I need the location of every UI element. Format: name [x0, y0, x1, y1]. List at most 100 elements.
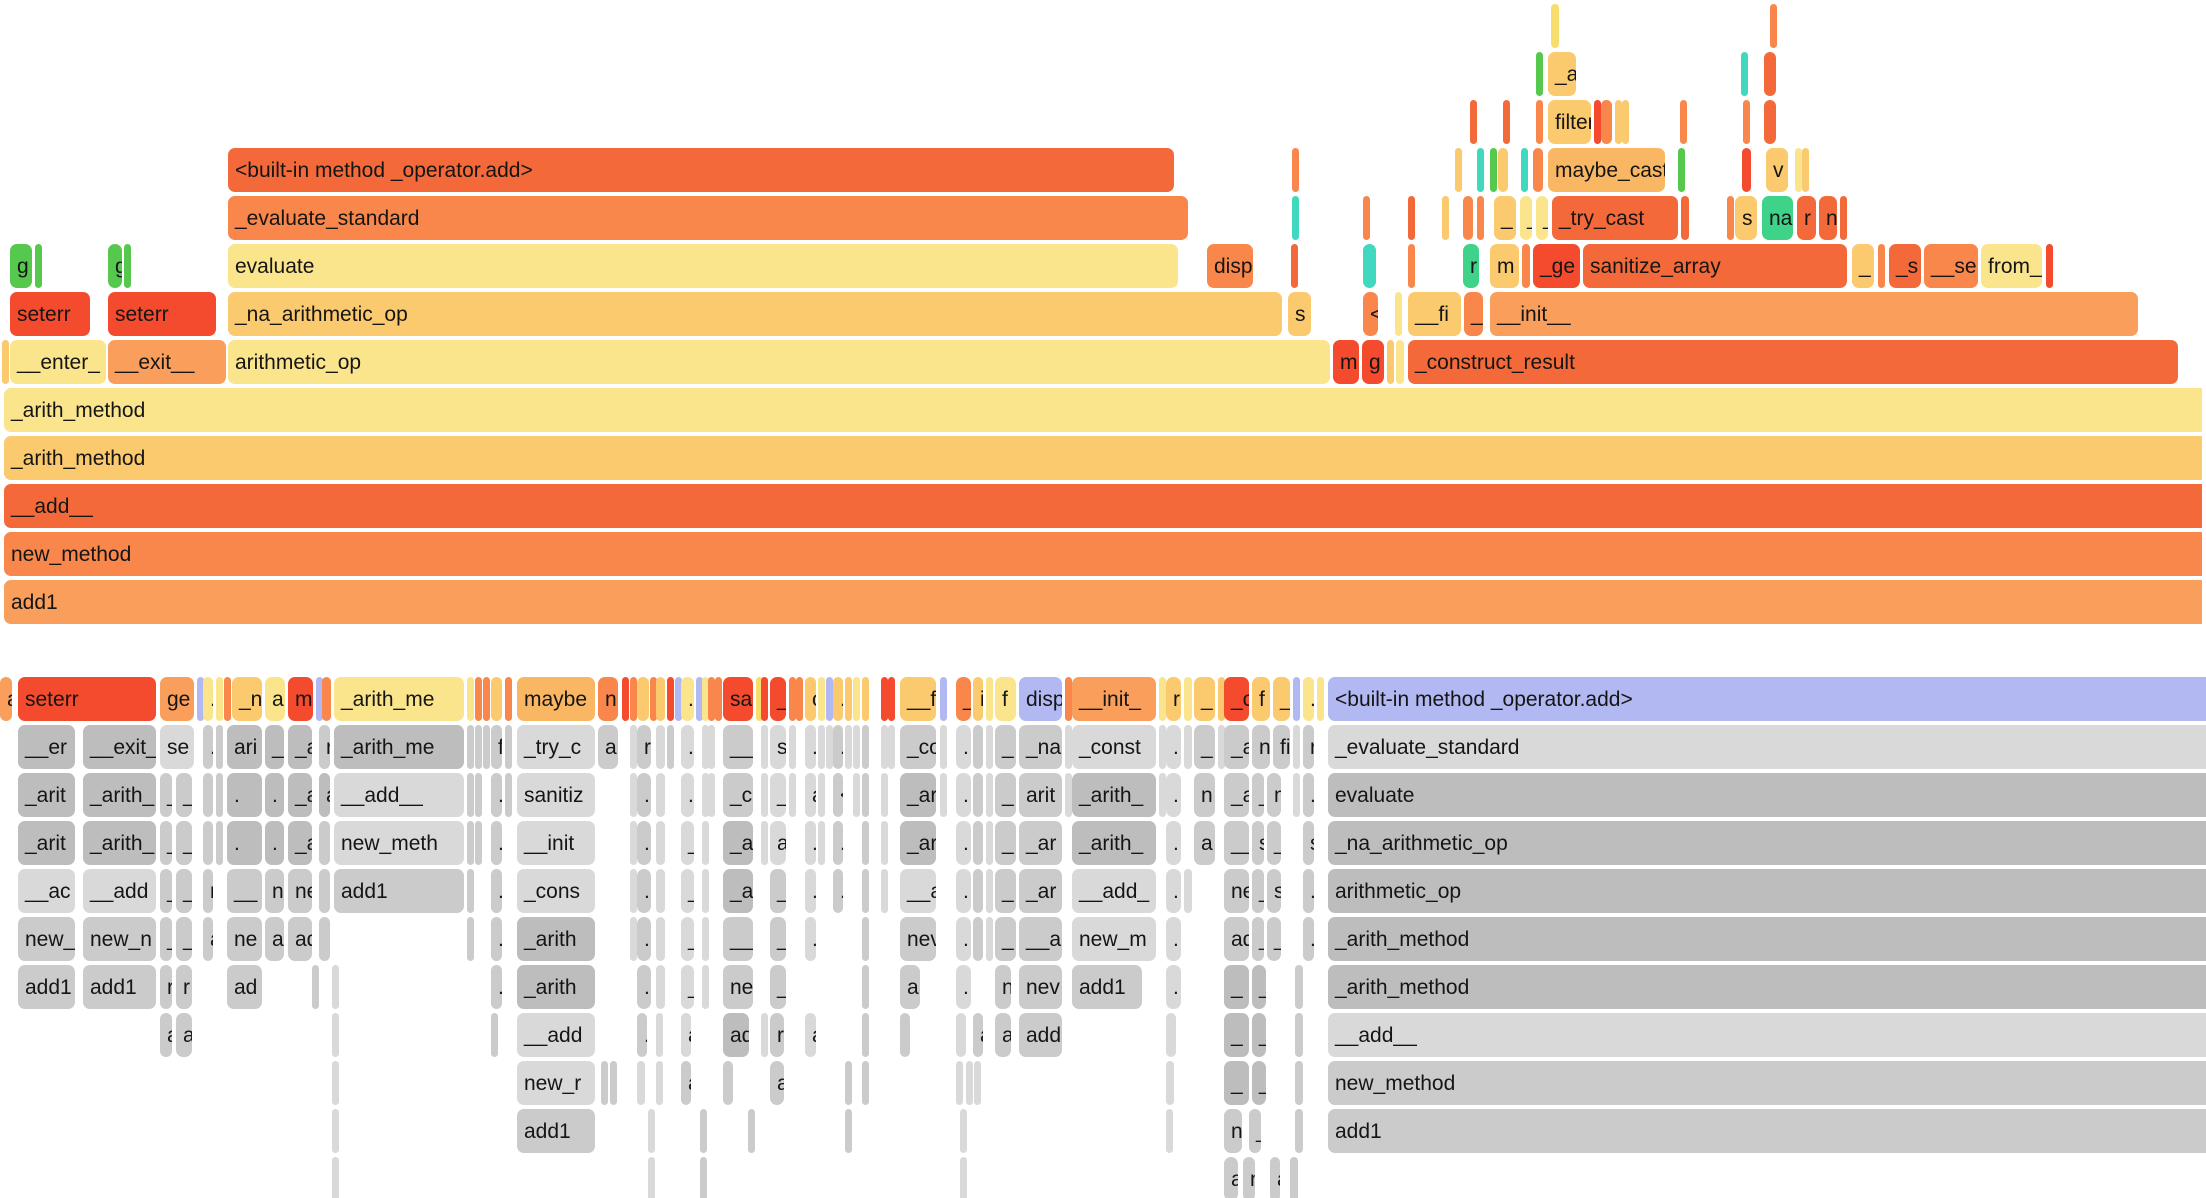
frame-bar-blank[interactable]: .	[862, 677, 869, 721]
frame-bar-arithmetic_op[interactable]: arithmetic_op	[228, 340, 1330, 384]
frame-sliver[interactable]	[702, 677, 709, 721]
frame-sliver[interactable]	[656, 677, 665, 721]
frame-bar-__add__[interactable]: __add__	[1328, 1013, 2206, 1057]
frame-bar-f[interactable]: f	[995, 677, 1016, 721]
frame-sliver[interactable]	[1551, 4, 1559, 48]
frame-bar-add1[interactable]: add1	[1072, 965, 1142, 1009]
frame-bar-_[interactable]: _	[1252, 965, 1266, 1009]
frame-sliver[interactable]	[986, 917, 993, 961]
frame-sliver[interactable]	[467, 677, 474, 721]
frame-bar-blank[interactable]: .	[956, 773, 971, 817]
frame-bar-_[interactable]: _	[1252, 1013, 1266, 1057]
frame-bar-a[interactable]: a	[995, 1013, 1011, 1057]
frame-sliver[interactable]	[826, 677, 833, 721]
frame-sliver[interactable]	[1764, 52, 1776, 96]
frame-sliver[interactable]	[1184, 725, 1192, 769]
frame-bar-n[interactable]: n	[1243, 1157, 1255, 1198]
frame-sliver[interactable]	[1455, 148, 1462, 192]
frame-bar-_[interactable]: _	[770, 965, 786, 1009]
frame-sliver[interactable]	[1166, 1109, 1173, 1153]
frame-bar-ad[interactable]: ad	[1224, 917, 1249, 961]
frame-bar-__init[interactable]: __init	[517, 821, 595, 865]
frame-sliver[interactable]	[601, 1061, 608, 1105]
frame-sliver[interactable]	[1166, 1013, 1176, 1057]
frame-bar-nev[interactable]: nev	[900, 917, 936, 961]
frame-sliver[interactable]	[708, 773, 715, 817]
frame-sliver[interactable]	[319, 869, 330, 913]
frame-sliver[interactable]	[702, 821, 709, 865]
frame-sliver[interactable]	[986, 677, 993, 721]
frame-sliver[interactable]	[973, 821, 983, 865]
frame-sliver[interactable]	[467, 869, 474, 913]
frame-bar-maybe[interactable]: maybe	[517, 677, 595, 721]
frame-bar-blank[interactable]: .	[637, 917, 651, 961]
frame-bar-_c[interactable]: _c	[723, 773, 753, 817]
frame-sliver[interactable]	[700, 1109, 707, 1153]
frame-sliver[interactable]	[862, 1013, 869, 1057]
frame-sliver[interactable]	[1218, 725, 1225, 769]
frame-sliver[interactable]	[756, 677, 763, 721]
frame-sliver[interactable]	[1184, 869, 1192, 913]
frame-bar-blank[interactable]: .	[833, 821, 843, 865]
frame-sliver[interactable]	[630, 677, 637, 721]
frame-bar-blank[interactable]: .	[637, 773, 651, 817]
frame-bar-g[interactable]: g	[108, 244, 122, 288]
frame-bar-_[interactable]: _	[1536, 196, 1548, 240]
frame-sliver[interactable]	[723, 1061, 733, 1105]
frame-bar-__ac[interactable]: __ac	[18, 869, 75, 913]
frame-bar-_[interactable]: _	[702, 725, 709, 769]
frame-bar-blank[interactable]: .	[862, 773, 869, 817]
frame-sliver[interactable]	[1742, 148, 1751, 192]
frame-bar-_ge[interactable]: _ge	[1533, 244, 1580, 288]
frame-bar-_[interactable]: _	[770, 869, 786, 913]
frame-bar-blank[interactable]: .	[1303, 869, 1314, 913]
frame-bar-_[interactable]: _	[1194, 677, 1215, 721]
frame-bar-_ar[interactable]: _ar	[900, 821, 936, 865]
frame-bar-s[interactable]: s	[1267, 869, 1281, 913]
frame-bar-_arith_method[interactable]: _arith_method	[4, 388, 2202, 432]
frame-bar-n[interactable]: n	[995, 965, 1011, 1009]
frame-bar-_evaluate_standard[interactable]: _evaluate_standard	[1328, 725, 2206, 769]
frame-bar-add1[interactable]: add1	[83, 965, 156, 1009]
frame-bar-a[interactable]: a	[176, 1013, 192, 1057]
frame-sliver[interactable]	[986, 821, 993, 865]
frame-sliver[interactable]	[1536, 100, 1543, 144]
frame-sliver[interactable]	[1764, 100, 1776, 144]
frame-bar-_[interactable]: _	[681, 917, 694, 961]
frame-bar-_a[interactable]: _a	[723, 869, 753, 913]
frame-sliver[interactable]	[637, 1061, 645, 1105]
frame-sliver[interactable]	[475, 773, 482, 817]
frame-bar-_[interactable]: _	[995, 725, 1016, 769]
frame-bar-g[interactable]: g	[10, 244, 32, 288]
frame-sliver[interactable]	[332, 965, 339, 1009]
frame-sliver[interactable]	[35, 244, 42, 288]
frame-bar-blank[interactable]: .	[862, 917, 869, 961]
frame-bar-__add_[interactable]: __add_	[1072, 869, 1156, 913]
frame-sliver[interactable]	[483, 725, 490, 769]
frame-bar-_[interactable]: _	[1464, 292, 1483, 336]
frame-sliver[interactable]	[1292, 196, 1299, 240]
frame-sliver[interactable]	[696, 677, 703, 721]
frame-sliver[interactable]	[940, 773, 947, 817]
frame-bar-_arith_method[interactable]: _arith_method	[4, 436, 2202, 480]
frame-bar-_const[interactable]: _const	[1072, 725, 1156, 769]
frame-bar-blank[interactable]: .	[1166, 965, 1181, 1009]
frame-sliver[interactable]	[332, 1109, 339, 1153]
frame-bar-builtinmethod_operatoradd[interactable]: <built-in method _operator.add>	[228, 148, 1174, 192]
frame-sliver[interactable]	[1490, 148, 1497, 192]
frame-sliver[interactable]	[986, 869, 993, 913]
frame-bar-blank[interactable]: .	[637, 1013, 647, 1057]
frame-sliver[interactable]	[1681, 196, 1689, 240]
frame-bar-n[interactable]: n	[265, 869, 284, 913]
frame-bar-blank[interactable]: .	[1303, 677, 1314, 721]
frame-bar-a[interactable]: a	[319, 773, 330, 817]
frame-bar-i[interactable]: i	[973, 677, 983, 721]
frame-bar-_[interactable]: _	[681, 869, 694, 913]
frame-bar-blank[interactable]: .	[681, 773, 694, 817]
frame-sliver[interactable]	[974, 1061, 981, 1105]
frame-bar-n[interactable]: n	[1252, 725, 1270, 769]
frame-sliver[interactable]	[203, 821, 213, 865]
frame-bar-_s[interactable]: _s	[1889, 244, 1921, 288]
frame-sliver[interactable]	[1408, 244, 1415, 288]
frame-sliver[interactable]	[1408, 196, 1415, 240]
